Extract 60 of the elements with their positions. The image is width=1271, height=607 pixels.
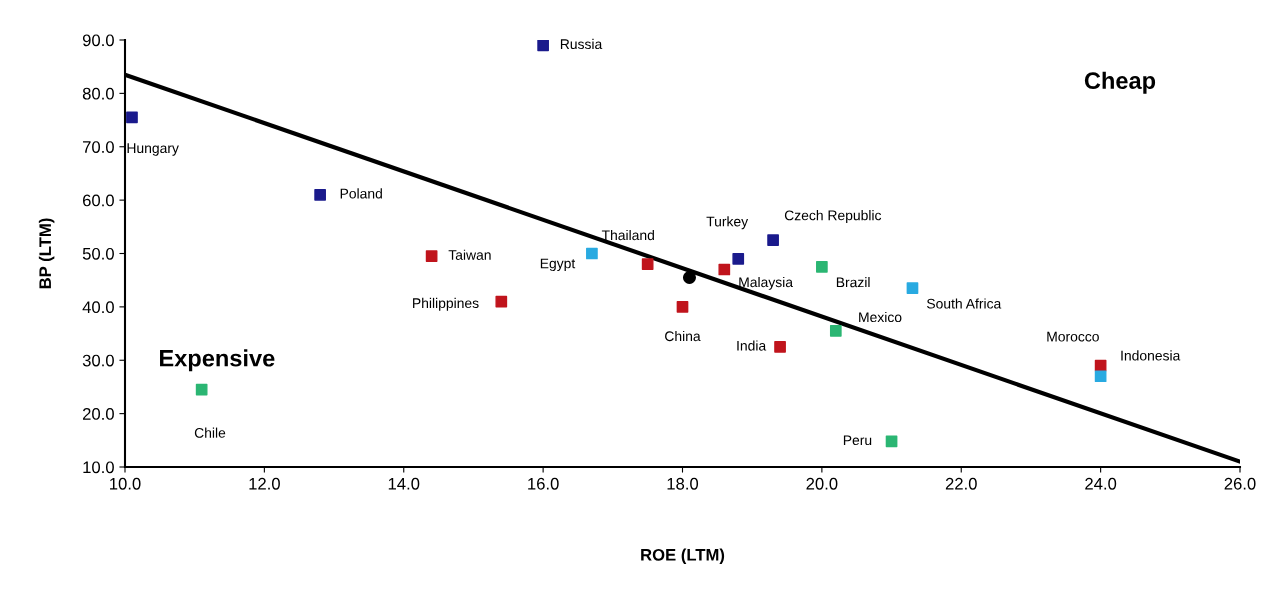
point	[774, 341, 786, 353]
x-axis-title: ROE (LTM)	[641, 548, 725, 565]
annotation: Hungary	[127, 143, 179, 156]
y-tick-label: 50.0	[82, 247, 114, 260]
x-tick-label: 16.0	[528, 477, 559, 490]
annotation: Taiwan	[448, 249, 491, 260]
point	[425, 250, 438, 263]
annotation: Brazil	[836, 277, 870, 288]
y-tick-label: 60.0	[82, 194, 114, 207]
annotation: South Africa	[926, 298, 1002, 309]
point	[682, 271, 696, 285]
point	[906, 282, 919, 295]
point	[641, 258, 654, 271]
x-tick-label: 18.0	[667, 477, 699, 490]
annotation: Russia	[560, 38, 603, 50]
annotation: Poland	[340, 188, 382, 199]
y-axis-title: BP (LTM)	[38, 218, 55, 289]
x-tick-label: 14.0	[388, 477, 420, 490]
point	[718, 263, 731, 276]
point	[676, 301, 689, 313]
annotation: Egypt	[540, 258, 576, 272]
annotation: Mexico	[859, 311, 902, 323]
x-tick-label: 24.0	[1085, 477, 1117, 490]
annotation: Thailand	[601, 229, 654, 241]
x-tick-label: 20.0	[806, 477, 838, 490]
annotation: Turkey	[706, 216, 749, 230]
annotation: Chile	[194, 427, 226, 438]
point	[586, 247, 598, 260]
point	[732, 252, 745, 265]
point	[829, 325, 842, 337]
point	[1094, 370, 1107, 383]
point	[495, 295, 508, 308]
y-tick-label: 10.0	[83, 461, 114, 474]
point	[537, 40, 549, 52]
y-tick-label: 20.0	[82, 408, 114, 420]
x-tick-label: 12.0	[249, 477, 280, 490]
annotation: Indonesia	[1121, 350, 1181, 361]
x-tick-label: 10.0	[110, 477, 141, 490]
point	[816, 260, 828, 273]
annotation: Peru	[843, 435, 872, 446]
point	[195, 383, 208, 396]
annotation: China	[665, 330, 701, 342]
y-tick-label: 90.0	[82, 34, 114, 47]
point	[314, 188, 326, 201]
annotation: Czech Republic	[784, 210, 882, 224]
annotation: Philippines	[413, 297, 479, 311]
y-tick-label: 70.0	[83, 141, 114, 153]
y-tick-label: 40.0	[82, 301, 114, 314]
x-tick-label: 22.0	[945, 477, 977, 490]
annotation: India	[737, 340, 767, 351]
point	[767, 234, 779, 247]
annotation: Cheap	[1084, 71, 1156, 94]
y-tick-label: 30.0	[82, 354, 114, 367]
y-tick-label: 80.0	[82, 87, 114, 100]
annotation: Morocco	[1047, 331, 1099, 342]
annotation: Expensive	[160, 349, 275, 372]
point	[126, 111, 138, 124]
point	[885, 435, 898, 448]
annotation: Malaysia	[739, 276, 793, 290]
x-tick-label: 26.0	[1224, 477, 1256, 490]
